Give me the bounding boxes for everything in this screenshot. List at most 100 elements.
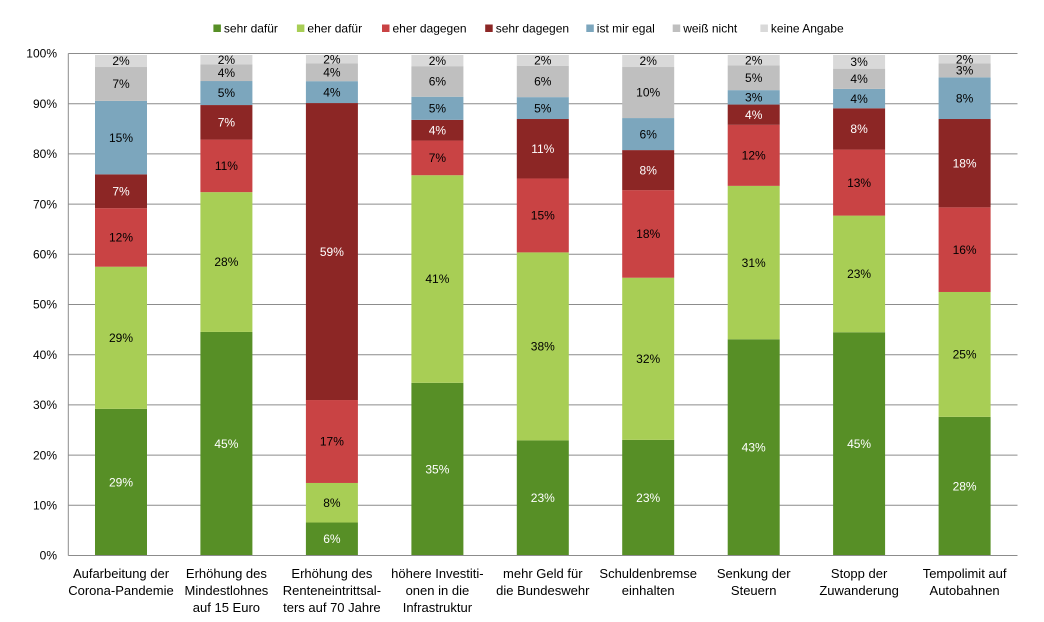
svg-text:29%: 29%: [109, 331, 133, 345]
svg-text:38%: 38%: [531, 340, 555, 354]
svg-text:4%: 4%: [850, 72, 868, 86]
svg-text:43%: 43%: [742, 441, 766, 455]
svg-text:mehr Geld für: mehr Geld für: [503, 566, 583, 581]
svg-text:4%: 4%: [850, 92, 868, 106]
svg-text:Senkung der: Senkung der: [717, 566, 791, 581]
svg-text:Mindestlohnes: Mindestlohnes: [184, 583, 268, 598]
svg-text:7%: 7%: [429, 151, 447, 165]
svg-text:5%: 5%: [218, 86, 236, 100]
svg-text:12%: 12%: [109, 231, 133, 245]
svg-text:32%: 32%: [636, 352, 660, 366]
svg-text:18%: 18%: [953, 156, 977, 170]
svg-text:23%: 23%: [847, 267, 871, 281]
svg-text:2%: 2%: [640, 54, 658, 68]
svg-text:10%: 10%: [33, 499, 57, 513]
svg-text:onen in die: onen in die: [406, 583, 470, 598]
svg-text:35%: 35%: [425, 462, 449, 476]
svg-text:28%: 28%: [953, 479, 977, 493]
svg-text:weiß nicht: weiß nicht: [682, 22, 738, 36]
svg-text:20%: 20%: [33, 448, 57, 462]
svg-text:Zuwanderung: Zuwanderung: [819, 583, 899, 598]
svg-text:3%: 3%: [956, 64, 974, 78]
svg-text:3%: 3%: [745, 91, 763, 105]
svg-text:4%: 4%: [323, 66, 341, 80]
svg-text:6%: 6%: [640, 127, 658, 141]
svg-text:Aufarbeitung der: Aufarbeitung der: [73, 566, 170, 581]
svg-text:16%: 16%: [953, 243, 977, 257]
svg-text:5%: 5%: [534, 101, 552, 115]
svg-text:Corona-Pandemie: Corona-Pandemie: [68, 583, 174, 598]
svg-text:eher dafür: eher dafür: [307, 22, 362, 36]
svg-text:12%: 12%: [742, 149, 766, 163]
svg-text:2%: 2%: [956, 52, 974, 66]
svg-text:sehr dagegen: sehr dagegen: [496, 22, 569, 36]
svg-text:11%: 11%: [531, 142, 554, 156]
svg-text:8%: 8%: [323, 496, 341, 510]
svg-text:Autobahnen: Autobahnen: [930, 583, 1000, 598]
svg-text:29%: 29%: [109, 475, 133, 489]
svg-text:Renteneintrittsal-: Renteneintrittsal-: [283, 583, 381, 598]
svg-text:5%: 5%: [745, 71, 763, 85]
svg-text:8%: 8%: [850, 122, 868, 136]
svg-text:25%: 25%: [953, 348, 977, 362]
svg-text:die Bundeswehr: die Bundeswehr: [496, 583, 590, 598]
svg-text:Schuldenbremse: Schuldenbremse: [599, 566, 697, 581]
svg-text:ters auf 70 Jahre: ters auf 70 Jahre: [283, 600, 381, 615]
svg-text:auf 15 Euro: auf 15 Euro: [193, 600, 260, 615]
svg-text:45%: 45%: [847, 437, 871, 451]
svg-text:100%: 100%: [26, 47, 57, 61]
svg-text:4%: 4%: [429, 123, 447, 137]
svg-text:0%: 0%: [40, 549, 58, 563]
svg-text:7%: 7%: [218, 116, 236, 130]
svg-text:Steuern: Steuern: [731, 583, 777, 598]
svg-text:7%: 7%: [112, 184, 130, 198]
svg-text:11%: 11%: [215, 159, 238, 173]
svg-text:15%: 15%: [531, 209, 555, 223]
svg-text:15%: 15%: [109, 131, 133, 145]
svg-text:50%: 50%: [33, 298, 57, 312]
svg-text:8%: 8%: [956, 91, 974, 105]
svg-text:6%: 6%: [429, 75, 447, 89]
svg-text:40%: 40%: [33, 348, 57, 362]
svg-text:23%: 23%: [636, 491, 660, 505]
svg-text:10%: 10%: [636, 86, 660, 100]
svg-text:3%: 3%: [850, 55, 868, 69]
svg-text:2%: 2%: [429, 54, 447, 68]
svg-text:28%: 28%: [214, 255, 238, 269]
svg-text:Erhöhung des: Erhöhung des: [186, 566, 267, 581]
svg-text:Stopp der: Stopp der: [831, 566, 888, 581]
svg-text:6%: 6%: [323, 532, 341, 546]
svg-text:13%: 13%: [847, 176, 871, 190]
svg-text:Tempolimit auf: Tempolimit auf: [923, 566, 1007, 581]
svg-text:23%: 23%: [531, 491, 555, 505]
svg-text:2%: 2%: [218, 53, 236, 67]
svg-text:2%: 2%: [112, 54, 130, 68]
svg-text:7%: 7%: [112, 77, 130, 91]
svg-text:höhere Investiti-: höhere Investiti-: [391, 566, 484, 581]
svg-text:18%: 18%: [636, 227, 660, 241]
svg-text:2%: 2%: [323, 52, 341, 66]
svg-text:6%: 6%: [534, 75, 552, 89]
svg-text:ist mir egal: ist mir egal: [597, 22, 655, 36]
svg-text:70%: 70%: [33, 197, 57, 211]
svg-text:8%: 8%: [640, 163, 658, 177]
svg-text:5%: 5%: [429, 102, 447, 116]
svg-text:Infrastruktur: Infrastruktur: [403, 600, 473, 615]
svg-text:60%: 60%: [33, 248, 57, 262]
svg-text:80%: 80%: [33, 147, 57, 161]
svg-text:Erhöhung des: Erhöhung des: [291, 566, 372, 581]
svg-text:keine Angabe: keine Angabe: [771, 22, 844, 36]
svg-text:45%: 45%: [214, 437, 238, 451]
svg-text:31%: 31%: [742, 256, 766, 270]
svg-text:sehr dafür: sehr dafür: [224, 22, 278, 36]
svg-text:90%: 90%: [33, 97, 57, 111]
svg-text:17%: 17%: [320, 435, 344, 449]
svg-text:einhalten: einhalten: [622, 583, 675, 598]
svg-text:59%: 59%: [320, 245, 344, 259]
svg-text:4%: 4%: [745, 108, 763, 122]
svg-text:4%: 4%: [218, 66, 236, 80]
svg-text:41%: 41%: [425, 272, 449, 286]
svg-text:eher dagegen: eher dagegen: [393, 22, 467, 36]
svg-text:2%: 2%: [745, 53, 763, 67]
svg-text:2%: 2%: [534, 54, 552, 68]
